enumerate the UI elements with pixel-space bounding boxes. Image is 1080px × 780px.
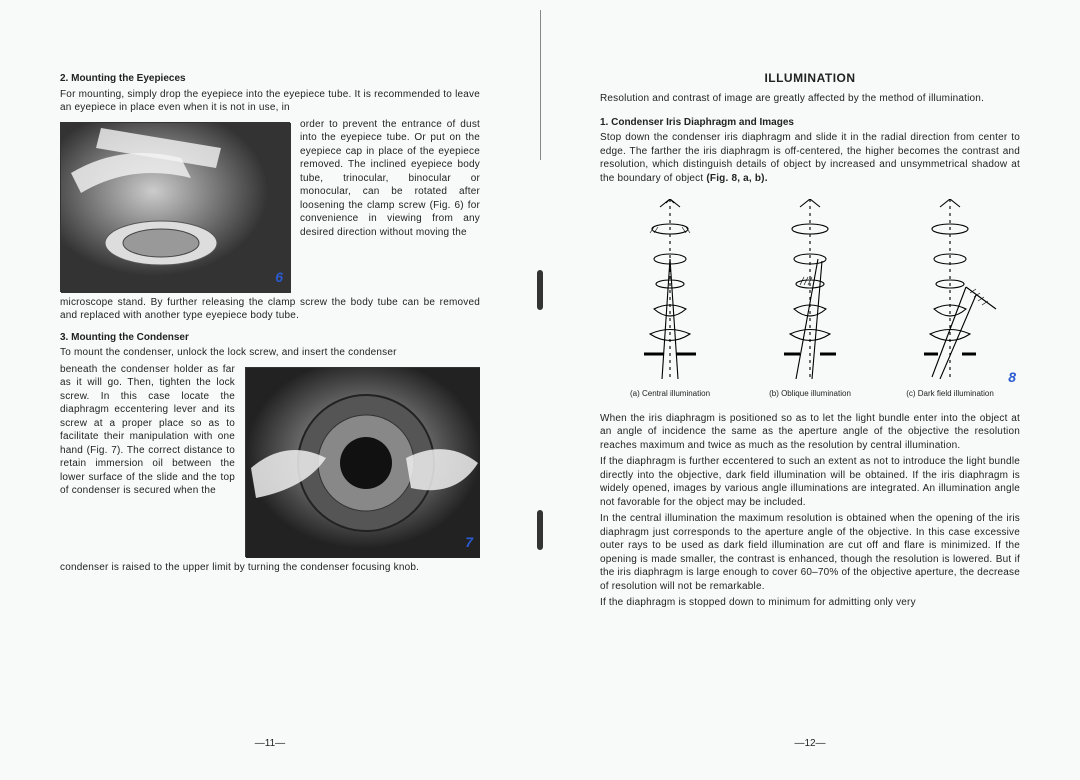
para-2c: microscope stand. By further releasing t… <box>60 296 480 323</box>
para-r2: When the iris diaphragm is positioned so… <box>600 412 1020 453</box>
page-number-right: —12— <box>540 737 1080 751</box>
para-r1a: Stop down the condenser iris diaphragm a… <box>600 131 1020 185</box>
heading-eyepieces: 2. Mounting the Eyepieces <box>60 72 480 86</box>
fig8-ref: (Fig. 8, a, b). <box>706 173 767 184</box>
figure-7-photo <box>245 367 480 557</box>
right-page: ILLUMINATION Resolution and contrast of … <box>540 0 1080 780</box>
para argument-text: Stop down the condenser iris diaphragm a… <box>600 132 1020 184</box>
para-r5: If the diaphragm is stopped down to mini… <box>600 596 1020 610</box>
heading-condenser: 3. Mounting the Condenser <box>60 331 480 345</box>
para-r3: If the diaphragm is further eccentered t… <box>600 455 1020 509</box>
caption-b: (b) Oblique illumination <box>741 389 880 400</box>
para-r4: In the central illumination the maximum … <box>600 512 1020 593</box>
fig6-illustration <box>61 123 291 293</box>
diagram-oblique <box>760 199 860 379</box>
fig7-illustration <box>246 368 480 558</box>
block-fig6: order to prevent the entrance of dust in… <box>60 118 480 296</box>
figure-8-diagrams: 8 <box>600 199 1020 379</box>
caption-c: (c) Dark field illumination <box>881 389 1020 400</box>
page-number-left: —11— <box>0 737 540 751</box>
block-fig7: beneath the condenser holder as far as i… <box>60 363 480 561</box>
heading-condenser-iris: 1. Condenser Iris Diaphragm and Images <box>600 116 1020 130</box>
caption-a: (a) Central illumination <box>601 389 740 400</box>
illumination-title: ILLUMINATION <box>600 70 1020 86</box>
left-page: 2. Mounting the Eyepieces For mounting, … <box>0 0 540 780</box>
diagram-central <box>620 199 720 379</box>
intro-para: Resolution and contrast of image are gre… <box>600 92 1020 106</box>
figure-8-number: 8 <box>1008 368 1016 387</box>
para-3a: To mount the condenser, unlock the lock … <box>60 346 480 360</box>
para-2a: For mounting, simply drop the eyepiece i… <box>60 88 480 115</box>
figure-6-photo <box>60 122 290 292</box>
figure-8-captions: (a) Central illumination (b) Oblique ill… <box>600 389 1020 400</box>
para-3c: condenser is raised to the upper limit b… <box>60 561 480 575</box>
diagram-darkfield <box>900 199 1000 379</box>
